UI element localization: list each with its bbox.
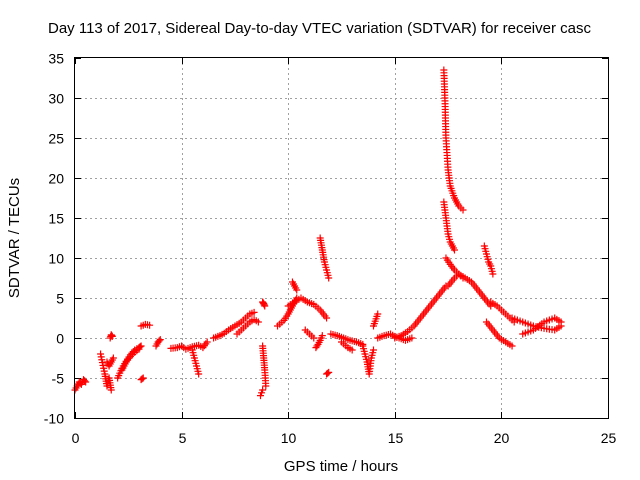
data-points [71, 66, 565, 400]
data-point [489, 270, 497, 278]
data-point [156, 336, 164, 344]
y-tick-label: 25 [48, 131, 64, 147]
y-tick-label: -5 [52, 371, 65, 387]
data-point [369, 346, 377, 354]
data-point [408, 334, 416, 342]
data-point [107, 386, 115, 394]
chart-title: Day 113 of 2017, Sidereal Day-to-day VTE… [48, 20, 591, 37]
data-point [250, 308, 258, 316]
x-tick-label: 25 [601, 430, 617, 446]
data-point [254, 318, 262, 326]
data-point-interp [324, 369, 332, 377]
data-point [325, 368, 333, 376]
x-tick-label: 20 [494, 430, 510, 446]
data-point [310, 334, 318, 342]
y-tick-label: 30 [48, 91, 64, 107]
data-point [108, 332, 116, 340]
data-point [557, 318, 565, 326]
grid-lines [75, 58, 608, 418]
data-point [109, 354, 117, 362]
y-tick-label: 0 [56, 331, 64, 347]
data-point [139, 374, 147, 382]
y-axis-title: SDTVAR / TECUs [6, 178, 23, 298]
data-point [261, 302, 269, 310]
data-point [348, 346, 356, 354]
x-tick-label: 10 [281, 430, 297, 446]
data-point [82, 378, 90, 386]
y-tick-label: 5 [56, 291, 64, 307]
data-point [374, 310, 382, 318]
data-point [459, 206, 467, 214]
data-point [318, 332, 326, 340]
x-tick-label: 0 [72, 430, 80, 446]
data-point [323, 314, 331, 322]
data-point-interp [138, 375, 146, 383]
data-point [259, 386, 267, 394]
data-point-interp [155, 337, 163, 345]
data-point [508, 342, 516, 350]
data-point-interp [313, 342, 321, 350]
x-axis-title: GPS time / hours [284, 458, 398, 475]
y-tick-label: -10 [44, 411, 64, 427]
data-point-interp [81, 377, 89, 385]
data-point [262, 382, 270, 390]
data-point [450, 246, 458, 254]
data-point [293, 286, 301, 294]
y-tick-label: 10 [48, 251, 64, 267]
data-point [195, 370, 203, 378]
data-point [146, 321, 154, 329]
axis-ticks: 0 5 10 15 20 25 -10 -5 0 5 10 15 20 25 30 35 [44, 51, 617, 447]
data-point [325, 274, 333, 282]
plot-frame [74, 57, 609, 419]
y-tick-label: 20 [48, 171, 64, 187]
x-tick-label: 15 [388, 430, 404, 446]
x-tick-label: 5 [179, 430, 187, 446]
y-tick-label: 15 [48, 211, 64, 227]
data-point [135, 345, 143, 353]
data-point [203, 338, 211, 346]
y-tick-label: 35 [48, 51, 64, 67]
